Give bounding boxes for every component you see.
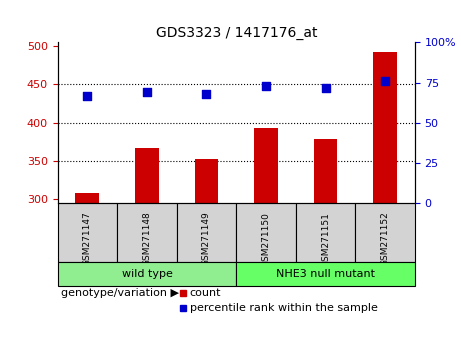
- Title: GDS3323 / 1417176_at: GDS3323 / 1417176_at: [155, 26, 317, 40]
- Point: [322, 85, 329, 91]
- Text: NHE3 null mutant: NHE3 null mutant: [276, 269, 375, 279]
- Bar: [254, 128, 278, 203]
- FancyBboxPatch shape: [177, 203, 236, 262]
- Text: count: count: [190, 288, 221, 298]
- Point: [203, 91, 210, 97]
- Point: [262, 83, 270, 89]
- Text: wild type: wild type: [122, 269, 172, 279]
- Bar: [195, 159, 219, 203]
- FancyBboxPatch shape: [236, 262, 415, 286]
- Point: [143, 89, 151, 95]
- Bar: [313, 139, 337, 203]
- Text: GSM271152: GSM271152: [381, 212, 390, 267]
- FancyBboxPatch shape: [58, 262, 236, 286]
- Text: GSM271149: GSM271149: [202, 212, 211, 267]
- Text: GSM271147: GSM271147: [83, 212, 92, 267]
- Bar: [76, 193, 99, 203]
- Point: [381, 78, 389, 84]
- Text: GSM271151: GSM271151: [321, 212, 330, 267]
- FancyBboxPatch shape: [58, 203, 117, 262]
- Text: GSM271148: GSM271148: [142, 212, 152, 267]
- Bar: [373, 52, 397, 203]
- Point: [84, 93, 91, 99]
- FancyBboxPatch shape: [296, 203, 355, 262]
- Text: percentile rank within the sample: percentile rank within the sample: [190, 303, 378, 313]
- Text: genotype/variation ▶: genotype/variation ▶: [61, 288, 179, 298]
- FancyBboxPatch shape: [236, 203, 296, 262]
- FancyBboxPatch shape: [117, 203, 177, 262]
- Bar: [135, 148, 159, 203]
- Text: GSM271150: GSM271150: [261, 212, 271, 267]
- FancyBboxPatch shape: [355, 203, 415, 262]
